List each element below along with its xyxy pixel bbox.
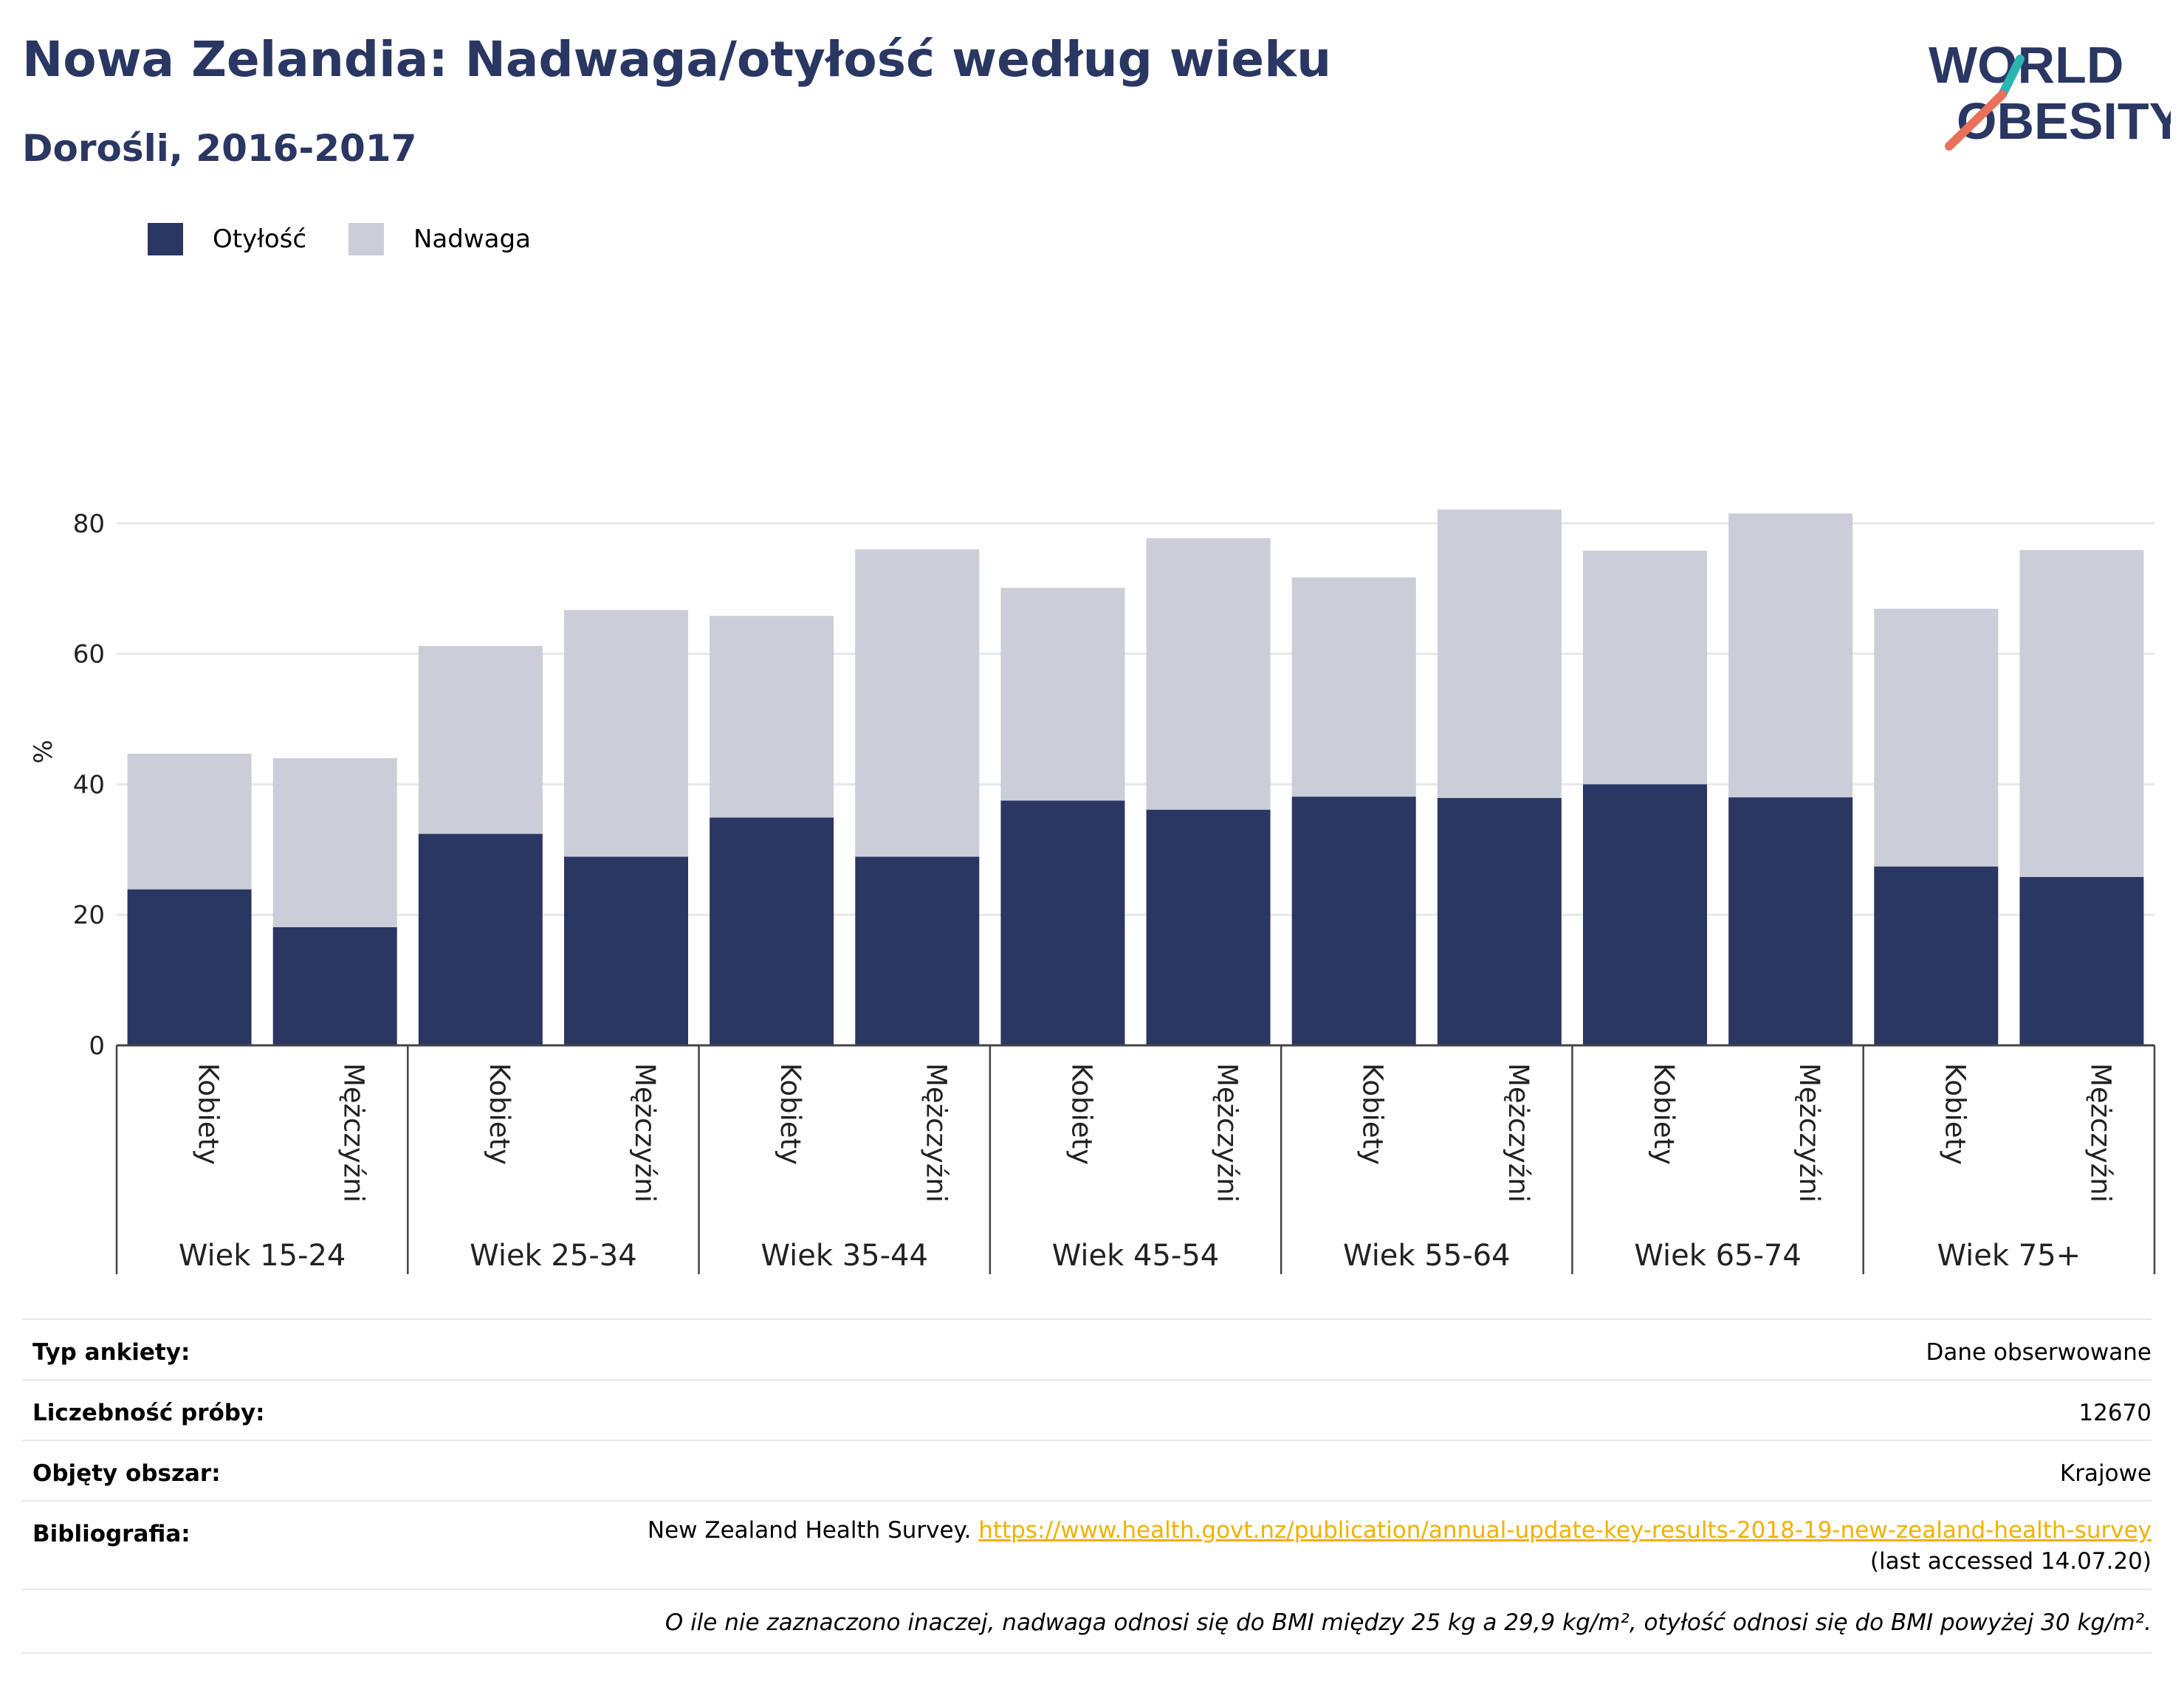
axes (115, 1044, 2156, 1274)
page-subtitle: Dorośli, 2016-2017 (22, 127, 417, 170)
bar-obesity (272, 926, 397, 1045)
logo-text-world: WORLD (1929, 36, 2123, 94)
bibliography-accessed: (last accessed 14.07.20) (1869, 1548, 2152, 1575)
bar-overweight (1291, 577, 1416, 797)
bar-overweight (1146, 538, 1271, 810)
info-table: Typ ankiety: Dane obserwowane Liczebność… (22, 1318, 2152, 1654)
page-title: Nowa Zelandia: Nadwaga/otyłość według wi… (22, 31, 1332, 88)
legend-label-overweight: Nadwaga (413, 224, 531, 254)
bar-obesity (127, 889, 252, 1045)
bar-overweight (2019, 550, 2144, 877)
bar-overweight (1728, 513, 1853, 798)
bar-overweight (1874, 608, 1999, 867)
x-category-label: Kobiety (1939, 1063, 1971, 1165)
info-row-survey-type: Typ ankiety: Dane obserwowane (22, 1320, 2152, 1381)
info-row-note: O ile nie zaznaczono inaczej, nadwaga od… (22, 1590, 2152, 1654)
bar-overweight (1000, 588, 1125, 801)
x-category-label: Kobiety (1648, 1063, 1680, 1165)
sample-size-label: Liczebność próby: (32, 1400, 265, 1426)
stacked-bar-chart: 0 20 40 60 80% Kobiety Mężczyźni Kobiety Mężczyź… (29, 509, 2156, 1274)
x-group-label: Wiek 45-54 (1052, 1239, 1220, 1273)
bar-obesity (1437, 797, 1562, 1045)
y-axis-label: % (29, 740, 58, 763)
x-category-label: Kobiety (775, 1063, 806, 1165)
legend-label-obesity: Otyłość (213, 224, 307, 254)
bar-obesity (855, 856, 980, 1045)
y-tick-label: 60 (73, 640, 105, 670)
x-group-label: Wiek 35-44 (760, 1239, 928, 1273)
bibliography-link[interactable]: https://www.health.govt.nz/publication/a… (978, 1517, 2152, 1544)
bibliography-source: New Zealand Health Survey. (647, 1517, 972, 1544)
x-category-label: Mężczyźni (1212, 1063, 1243, 1203)
bar-overweight (418, 645, 543, 834)
bar-overweight (272, 758, 397, 927)
logo-slash-coral (1945, 90, 2007, 151)
x-category-label: Mężczyźni (1793, 1063, 1825, 1203)
x-category-label: Kobiety (1065, 1063, 1097, 1165)
bar-obesity (1000, 800, 1125, 1045)
y-tick-label: 0 (89, 1031, 105, 1061)
bibliography-value: New Zealand Health Survey. https://www.h… (648, 1515, 2152, 1577)
area-value: Krajowe (2059, 1460, 2152, 1487)
bar-overweight (564, 610, 688, 857)
info-row-area: Objęty obszar: Krajowe (22, 1441, 2152, 1502)
bar-overweight (710, 616, 834, 818)
bar-overweight (127, 753, 252, 890)
bars (127, 509, 2144, 1045)
logo-slash-teal (1998, 55, 2025, 99)
survey-type-label: Typ ankiety: (32, 1339, 190, 1366)
x-category-label: Kobiety (193, 1063, 224, 1165)
legend-swatch-obesity (148, 223, 183, 255)
x-category-label: Mężczyźni (629, 1063, 661, 1203)
x-category-label: Mężczyźni (2084, 1063, 2116, 1203)
bar-obesity (1146, 809, 1271, 1045)
bar-overweight (1437, 509, 1562, 798)
bar-obesity (1291, 797, 1416, 1045)
sample-size-value: 12670 (2078, 1400, 2152, 1426)
bibliography-label: Bibliografia: (32, 1521, 190, 1547)
info-row-sample-size: Liczebność próby: 12670 (22, 1381, 2152, 1441)
footnote: O ile nie zaznaczono inaczej, nadwaga od… (665, 1609, 2152, 1636)
x-group-label: Wiek 15-24 (179, 1239, 346, 1273)
bar-obesity (564, 856, 688, 1045)
bar-obesity (1728, 797, 1853, 1045)
survey-type-value: Dane obserwowane (1926, 1339, 2152, 1366)
bar-obesity (710, 817, 834, 1045)
x-category-label: Kobiety (1357, 1063, 1389, 1165)
x-category-label: Kobiety (484, 1063, 515, 1165)
bar-obesity (2019, 876, 2144, 1045)
x-group-label: Wiek 65-74 (1634, 1239, 1802, 1273)
bar-obesity (1874, 866, 1999, 1045)
axis-labels: 0 20 40 60 80% Kobiety Mężczyźni Kobiety Mężczyź… (29, 509, 2116, 1273)
x-group-label: Wiek 55-64 (1343, 1239, 1511, 1273)
bar-obesity (1583, 784, 1707, 1045)
y-tick-label: 40 (73, 770, 105, 800)
x-category-label: Mężczyźni (920, 1063, 952, 1203)
bar-overweight (855, 549, 980, 857)
y-tick-label: 80 (73, 509, 105, 539)
legend-swatch-overweight (348, 223, 384, 255)
bar-obesity (418, 833, 543, 1045)
x-group-label: Wiek 75+ (1937, 1239, 2081, 1273)
x-category-label: Mężczyźni (338, 1063, 370, 1203)
x-group-label: Wiek 25-34 (470, 1239, 637, 1273)
info-row-bibliography: Bibliografia: New Zealand Health Survey.… (22, 1502, 2152, 1590)
y-tick-label: 20 (73, 901, 105, 930)
bar-overweight (1583, 550, 1707, 785)
x-category-label: Mężczyźni (1503, 1063, 1534, 1203)
world-obesity-logo: WORLD OBESITY (1929, 36, 2171, 151)
area-label: Objęty obszar: (32, 1460, 221, 1487)
